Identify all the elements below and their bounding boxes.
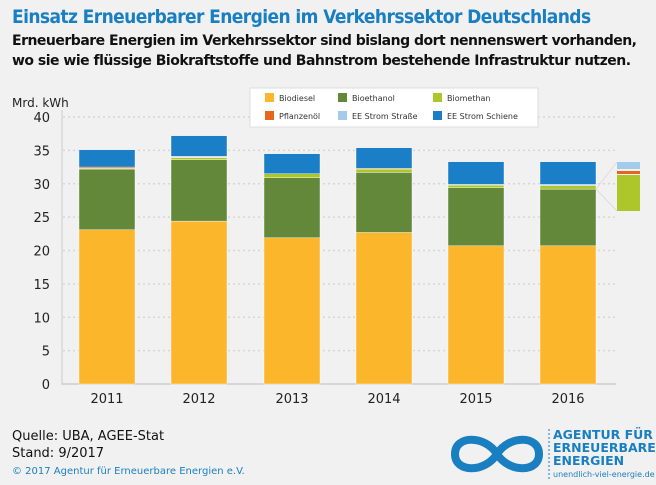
bar-segment-biodiesel [78,229,136,385]
source-text: Quelle: UBA, AGEE-Stat [12,429,165,444]
y-tick-label: 30 [33,178,50,193]
bar-segment-ee-strom-schiene [447,161,505,185]
legend-label: EE Strom Schiene [447,112,518,121]
legend-label: Bioethanol [352,94,395,103]
bar-segment-ee-strom-schiene [170,135,228,157]
bar-segment-biomethan [447,184,505,188]
bar-segment-ee-strom-schiene [78,149,136,168]
infinity-logo-icon [450,429,550,479]
bar-segment-ee-strom-schiene [539,161,597,185]
logo-line3: ENERGIEN [553,453,625,468]
legend-swatch [338,93,347,102]
bar-segment-biodiesel [263,237,321,385]
legend-swatch [338,111,347,120]
y-tick-label: 5 [42,345,50,360]
bar-segment-biomethan [263,173,321,178]
subtitle-line2: wo sie wie flüssige Biokraftstoffe und B… [12,53,631,69]
y-tick-label: 20 [33,245,50,260]
stand-text: Stand: 9/2017 [12,446,105,461]
y-tick-label: 40 [33,111,50,126]
y-tick-label: 25 [33,211,50,226]
legend-label: EE Strom Straße [352,112,418,121]
bar-segment-biomethan [539,185,597,190]
bar-segment-biodiesel [170,220,228,385]
logo-url: unendlich-viel-energie.de [553,470,655,479]
copyright-text: © 2017 Agentur für Erneuerbare Energien … [12,466,245,477]
inset-connector [595,188,618,212]
legend-swatch [433,93,442,102]
x-tick-label: 2011 [90,392,123,407]
y-tick-label: 0 [42,378,50,393]
bar-segment-ee-strom-schiene [263,153,321,174]
y-tick-label: 15 [33,278,50,293]
inset-connector [595,161,618,190]
legend-label: Pflanzenöl [279,112,320,121]
legend-box [249,87,539,128]
legend-swatch [433,111,442,120]
legend-label: Biodiesel [279,94,315,103]
x-tick-label: 2016 [551,392,584,407]
bar-segment-biodiesel [447,245,505,385]
subtitle-line1: Erneuerbare Energien im Verkehrssektor s… [12,33,637,49]
bar-segment-biodiesel [539,245,597,385]
bar-segment-bioethanol [539,188,597,247]
x-tick-label: 2012 [182,392,215,407]
x-tick-label: 2014 [367,392,400,407]
logo-text: AGENTUR FÜR ERNEUERBARE ENERGIEN [553,428,656,467]
bar-segment-biomethan [170,157,228,160]
bar-segment-bioethanol [170,159,228,222]
bar-segment-bioethanol [78,168,136,231]
bar-segment-bioethanol [447,187,505,247]
bar-segment-ee-strom-stra-e [539,184,597,186]
inset-pflanzenoel [617,171,640,174]
inset-biomethan [617,175,640,211]
bar-segment-bioethanol [263,177,321,239]
legend-swatch [265,111,274,120]
y-tick-label: 10 [33,311,50,326]
bar-segment-bioethanol [355,172,413,233]
logo-line1: AGENTUR FÜR [553,427,653,442]
x-tick-label: 2013 [275,392,308,407]
logo-line2: ERNEUERBARE [553,440,656,455]
bar-segment-ee-strom-schiene [355,147,413,169]
chart-title: Einsatz Erneuerbarer Energien im Verkehr… [12,6,591,28]
inset-ee-strom-strasse [617,162,640,169]
legend-label: Biomethan [447,94,491,103]
bar-segment-pflanzen-l [78,166,136,169]
plot-area [62,110,616,384]
legend-swatch [265,93,274,102]
bar-segment-biodiesel [355,232,413,385]
bar-segment-biomethan [355,168,413,173]
y-axis-label: Mrd. kWh [12,96,69,110]
x-tick-label: 2015 [459,392,492,407]
y-tick-label: 35 [33,144,50,159]
